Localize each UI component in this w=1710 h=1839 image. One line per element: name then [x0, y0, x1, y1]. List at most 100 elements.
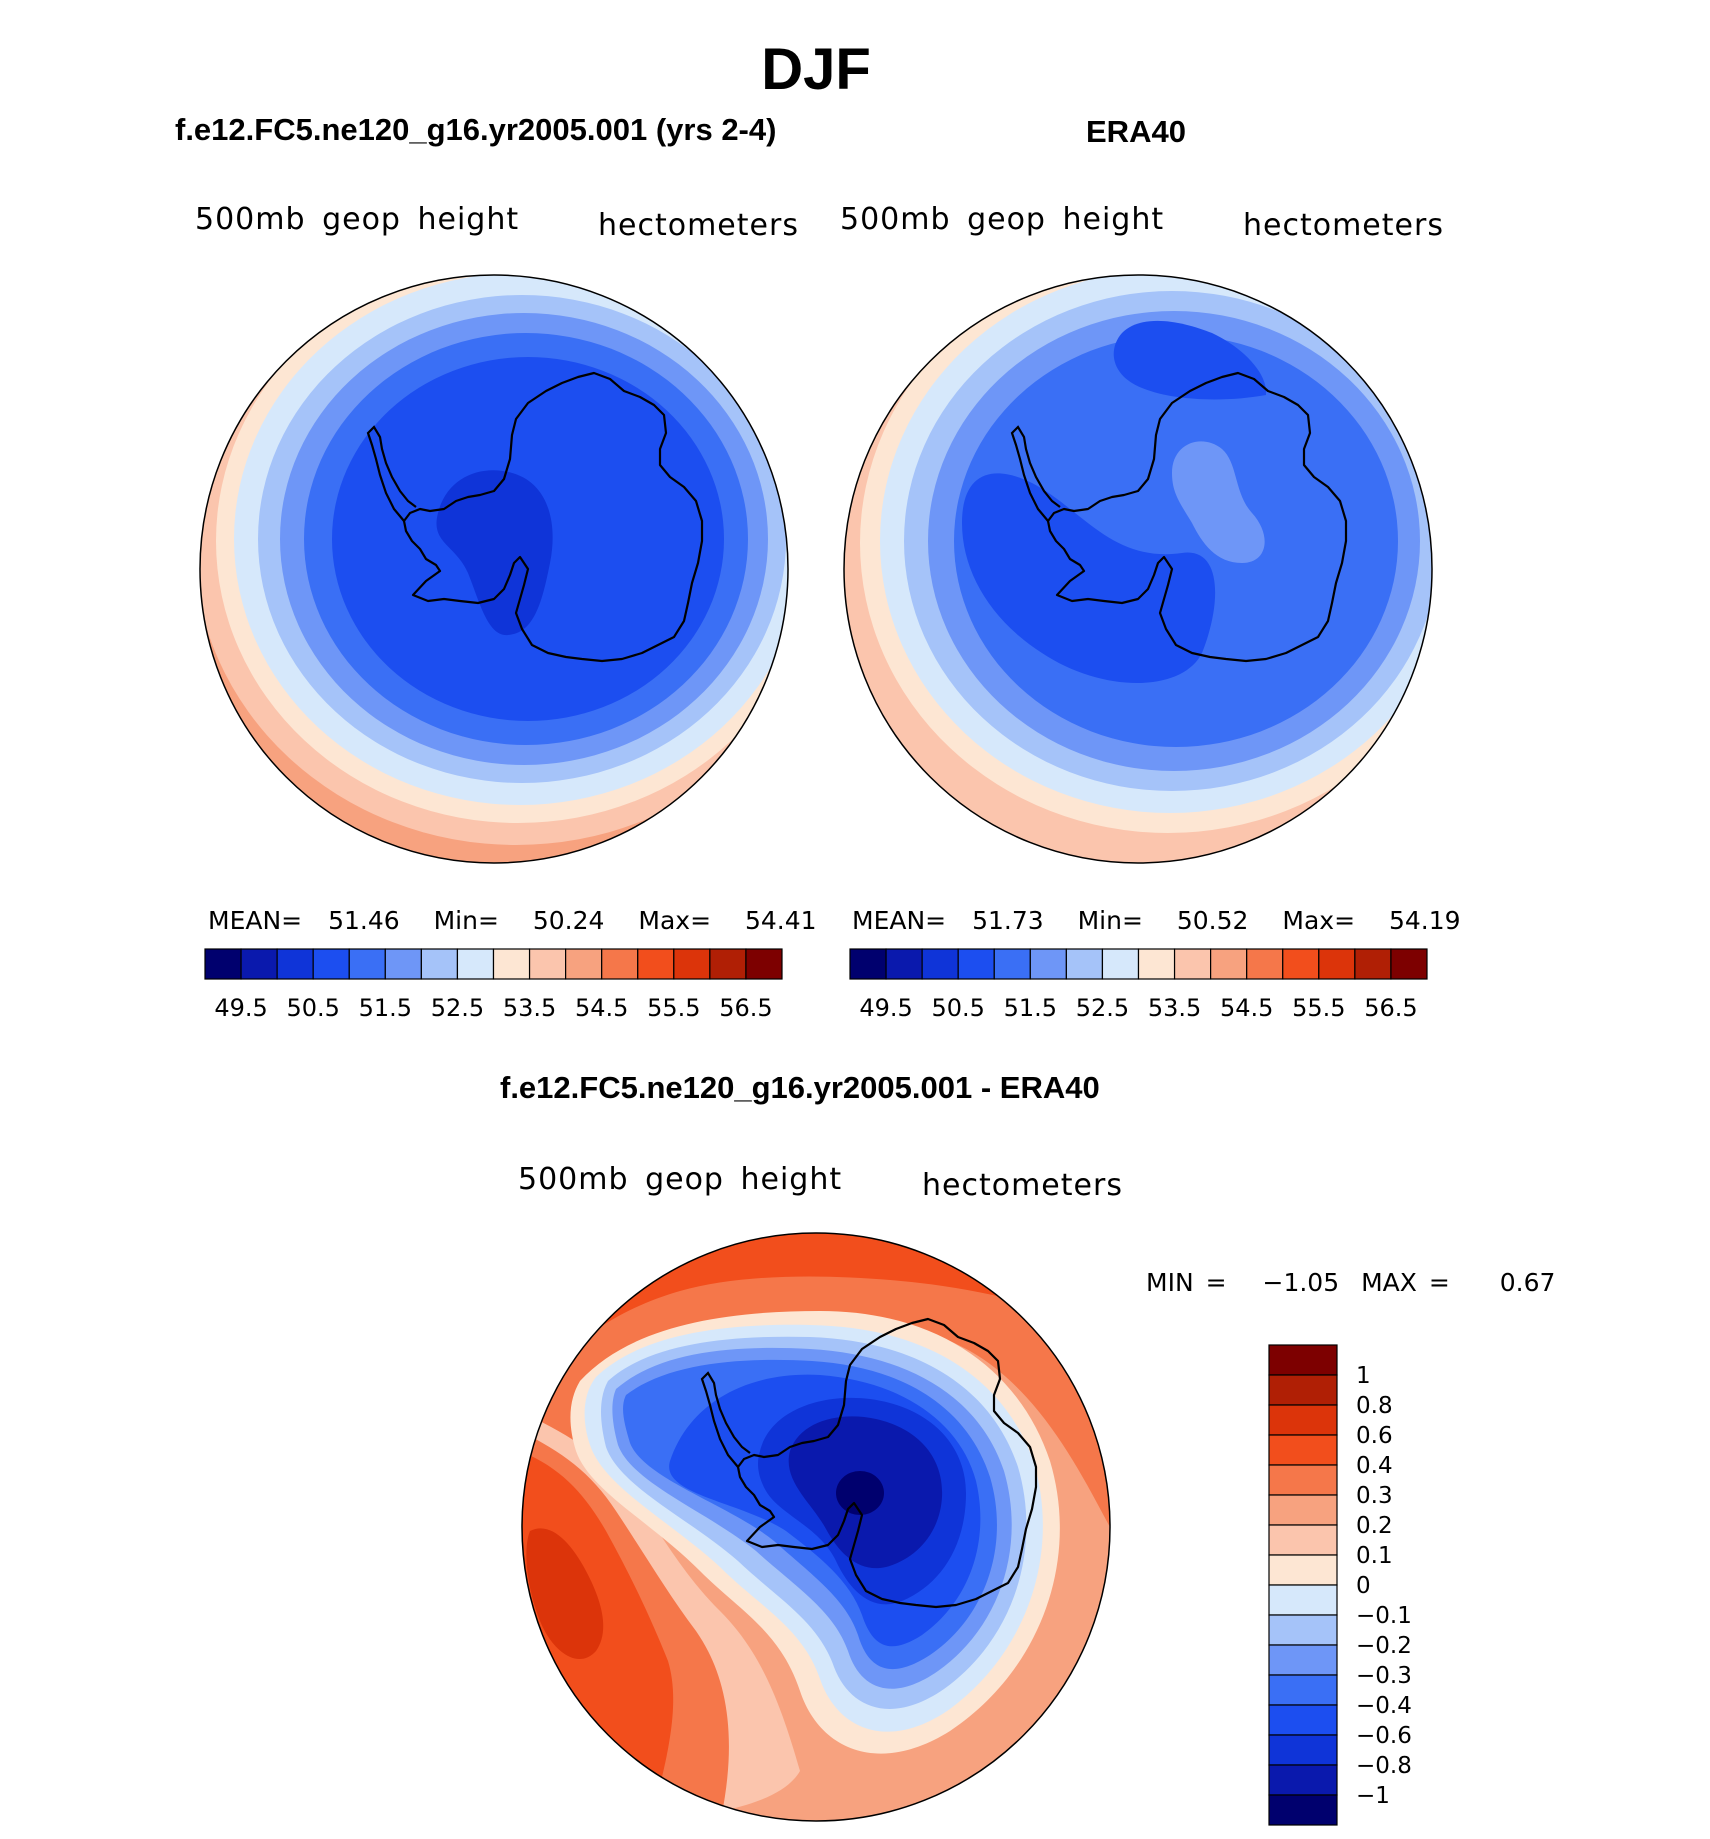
obs-stats: MEAN= 51.73 Min= 50.52 Max= 54.19 — [852, 906, 1461, 935]
obs-variable-label: 500mb geop height — [840, 202, 1165, 237]
diff-colorbar-swatch-15 — [1268, 1794, 1338, 1826]
obs-max-value: 54.19 — [1389, 906, 1461, 935]
obs-max-label: Max= — [1282, 906, 1356, 935]
figure-title: DJF — [761, 37, 871, 102]
diff-colorbar-swatch-4 — [1268, 1464, 1338, 1496]
cbar-model-swatch-14 — [709, 948, 747, 980]
model-case-title: f.e12.FC5.ne120_g16.yr2005.001 (yrs 2-4) — [175, 112, 777, 147]
diff-colorbar-swatch-10 — [1268, 1644, 1338, 1676]
map-obs-peninsula-coastline — [1010, 425, 1061, 522]
cbar-obs-swatch-0 — [849, 948, 887, 980]
diff-colorbar-swatch-11 — [1268, 1674, 1338, 1706]
cbar-obs-swatch-8 — [1137, 948, 1176, 980]
diff-polar-map — [521, 1232, 1111, 1822]
diff-colorbar-swatch-0 — [1268, 1344, 1338, 1376]
diff-colorbar-swatch-12 — [1268, 1704, 1338, 1736]
cbar-model-tick-label: 50.5 — [286, 994, 339, 1022]
diff-colorbar-tick-label: 0.1 — [1356, 1543, 1393, 1569]
cbar-model-swatch-8 — [492, 948, 531, 980]
diff-units-label: hectometers — [922, 1168, 1123, 1203]
diff-colorbar-tick-label: −1 — [1356, 1783, 1390, 1809]
cbar-obs-swatch-12 — [1282, 948, 1320, 980]
model-colorbar: 49.5 50.5 51.5 52.5 53.5 54.5 55.5 56.5 — [204, 948, 783, 1022]
map-model-coastline — [402, 371, 704, 663]
cbar-model-tick-label: 56.5 — [719, 994, 772, 1022]
diff-colorbar-tick-label: 0 — [1356, 1573, 1371, 1599]
diff-colorbar-tick-label: 0.8 — [1356, 1393, 1393, 1419]
cbar-model-tick-label: 51.5 — [359, 994, 412, 1022]
obs-min-value: 50.52 — [1176, 906, 1249, 935]
cbar-model-swatch-4 — [348, 948, 386, 980]
diff-colorbar-swatch-7 — [1268, 1554, 1338, 1586]
cbar-model-swatch-15 — [745, 948, 783, 980]
cbar-model-swatch-9 — [528, 948, 567, 980]
cbar-model-swatch-13 — [673, 948, 711, 980]
cbar-model-swatch-3 — [312, 948, 350, 980]
cbar-model-swatch-12 — [637, 948, 675, 980]
cbar-model-swatch-2 — [276, 948, 314, 980]
map-diff-contour-band-1 — [522, 1233, 1110, 1531]
cbar-model-tick-label: 52.5 — [431, 994, 484, 1022]
map-obs-contour-band-8 — [1172, 441, 1265, 563]
cbar-obs-swatch-1 — [885, 948, 923, 980]
cbar-model-swatch-11 — [601, 948, 639, 980]
cbar-model-tick-label: 55.5 — [647, 994, 700, 1022]
map-diff-border — [521, 1232, 1111, 1822]
diff-min-value: −1.05 — [1262, 1268, 1340, 1297]
map-diff-peninsula-coastline — [700, 1371, 751, 1468]
diff-colorbar-tick-label: 1 — [1356, 1363, 1371, 1389]
diff-colorbar-swatch-8 — [1268, 1584, 1338, 1616]
cbar-model-swatch-0 — [204, 948, 242, 980]
cbar-obs-swatch-5 — [1029, 948, 1067, 980]
cbar-obs-tick-label: 53.5 — [1148, 994, 1201, 1022]
diff-min-label: MIN = — [1146, 1268, 1227, 1297]
diff-colorbar-tick-label: −0.1 — [1356, 1603, 1412, 1629]
obs-mean-label: MEAN= — [852, 906, 947, 935]
map-obs-contour-band-6 — [962, 473, 1216, 683]
diff-stats: MIN = −1.05 MAX = 0.67 — [1146, 1268, 1555, 1297]
cbar-obs-swatch-3 — [957, 948, 995, 980]
diff-colorbar-swatch-13 — [1268, 1734, 1338, 1766]
map-obs-coastline — [1046, 371, 1348, 663]
obs-mean-value: 51.73 — [972, 906, 1044, 935]
model-max-label: Max= — [638, 906, 712, 935]
cbar-obs-swatch-10 — [1210, 948, 1248, 980]
cbar-obs-swatch-4 — [993, 948, 1031, 980]
cbar-obs-tick-label: 51.5 — [1004, 994, 1057, 1022]
cbar-obs-tick-label: 52.5 — [1076, 994, 1129, 1022]
cbar-obs-tick-label: 56.5 — [1364, 994, 1417, 1022]
diff-colorbar-swatch-14 — [1268, 1764, 1338, 1796]
diff-colorbar: 1 0.8 0.6 0.4 0.3 0.2 0.1 0 −0.1 −0.2 −0.3 −0.4 −0.6… — [1268, 1344, 1412, 1826]
cbar-obs-swatch-9 — [1173, 948, 1212, 980]
map-model-peninsula-coastline — [366, 425, 417, 522]
diff-colorbar-swatch-2 — [1268, 1404, 1338, 1436]
cbar-model-swatch-1 — [240, 948, 278, 980]
cbar-obs-swatch-15 — [1390, 948, 1428, 980]
diff-max-label: MAX = — [1361, 1268, 1450, 1297]
diff-colorbar-tick-label: −0.2 — [1356, 1633, 1412, 1659]
model-mean-label: MEAN= — [208, 906, 303, 935]
model-mean-value: 51.46 — [328, 906, 400, 935]
cbar-model-tick-label: 49.5 — [214, 994, 267, 1022]
diff-colorbar-swatch-1 — [1268, 1374, 1338, 1406]
map-obs-border — [843, 274, 1433, 864]
diff-colorbar-tick-label: 0.4 — [1356, 1453, 1393, 1479]
model-min-value: 50.24 — [532, 906, 605, 935]
map-model-contour-band-8 — [436, 470, 553, 636]
cbar-model-swatch-10 — [565, 948, 603, 980]
diff-colorbar-swatch-9 — [1268, 1614, 1338, 1646]
cbar-obs-tick-label: 54.5 — [1220, 994, 1273, 1022]
diff-colorbar-tick-label: −0.6 — [1356, 1723, 1412, 1749]
model-max-value: 54.41 — [745, 906, 817, 935]
diff-colorbar-tick-label: 0.3 — [1356, 1483, 1393, 1509]
cbar-model-swatch-6 — [420, 948, 459, 980]
model-variable-label: 500mb geop height — [195, 202, 520, 237]
diff-colorbar-swatch-3 — [1268, 1434, 1338, 1466]
map-diff-coastline — [736, 1317, 1038, 1609]
cbar-model-swatch-7 — [456, 948, 495, 980]
cbar-obs-swatch-13 — [1318, 948, 1356, 980]
cbar-model-tick-label: 54.5 — [575, 994, 628, 1022]
model-stats: MEAN= 51.46 Min= 50.24 Max= 54.41 — [208, 906, 817, 935]
model-units-label: hectometers — [598, 208, 799, 243]
diff-colorbar-tick-label: −0.3 — [1356, 1663, 1412, 1689]
